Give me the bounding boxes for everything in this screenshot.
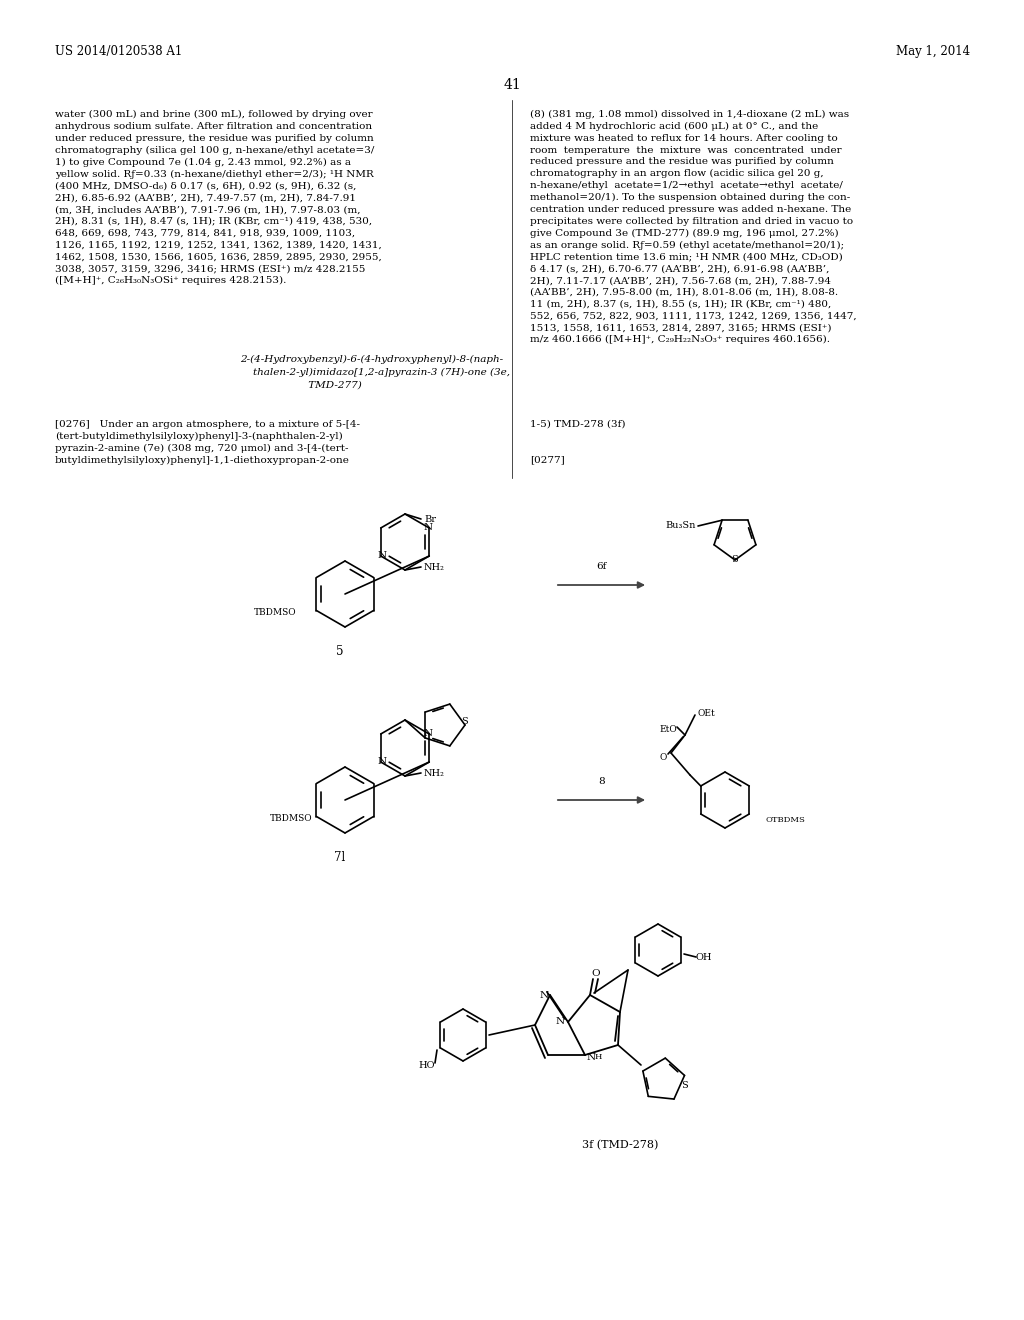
Text: 2-(4-Hydroxybenzyl)-6-(4-hydroxyphenyl)-8-(naph-
    thalen-2-yl)imidazo[1,2-a]p: 2-(4-Hydroxybenzyl)-6-(4-hydroxyphenyl)-… [240,355,510,389]
Text: S: S [462,718,468,726]
Text: N: N [377,758,386,767]
Text: N: N [587,1053,596,1063]
Text: Bu₃Sn: Bu₃Sn [665,521,695,531]
Text: EtO: EtO [659,726,677,734]
Text: N: N [424,524,433,532]
Text: water (300 mL) and brine (300 mL), followed by drying over
anhydrous sodium sulf: water (300 mL) and brine (300 mL), follo… [55,110,382,285]
Text: S: S [682,1081,688,1089]
Text: Br: Br [424,515,436,524]
Text: 5: 5 [336,645,344,657]
Text: N: N [556,1018,565,1027]
Text: (8) (381 mg, 1.08 mmol) dissolved in 1,4-dioxane (2 mL) was
added 4 M hydrochlor: (8) (381 mg, 1.08 mmol) dissolved in 1,4… [530,110,857,345]
Text: 3f (TMD-278): 3f (TMD-278) [582,1140,658,1150]
Text: 41: 41 [503,78,521,92]
Text: O: O [592,969,600,978]
Text: S: S [731,556,738,565]
Text: N: N [424,730,433,738]
Text: TBDMSO: TBDMSO [269,814,312,822]
Text: OH: OH [696,953,713,962]
Text: NH₂: NH₂ [424,768,444,777]
Text: H: H [595,1053,602,1061]
Text: [0277]: [0277] [530,455,565,465]
Text: May 1, 2014: May 1, 2014 [896,45,970,58]
Text: OTBDMS: OTBDMS [765,816,805,824]
Text: US 2014/0120538 A1: US 2014/0120538 A1 [55,45,182,58]
Text: 7l: 7l [335,851,346,865]
Text: OEt: OEt [697,709,715,718]
Text: 8: 8 [598,777,605,785]
Text: NH₂: NH₂ [424,562,444,572]
Text: 6f: 6f [596,562,606,572]
Text: N: N [540,990,549,999]
Text: N: N [377,552,386,561]
Text: HO: HO [419,1060,435,1069]
Text: O: O [659,752,667,762]
Text: TBDMSO: TBDMSO [254,609,296,616]
Text: [0276]   Under an argon atmosphere, to a mixture of 5-[4-
(tert-butyldimethylsil: [0276] Under an argon atmosphere, to a m… [55,420,360,465]
Text: 1-5) TMD-278 (3f): 1-5) TMD-278 (3f) [530,420,626,429]
